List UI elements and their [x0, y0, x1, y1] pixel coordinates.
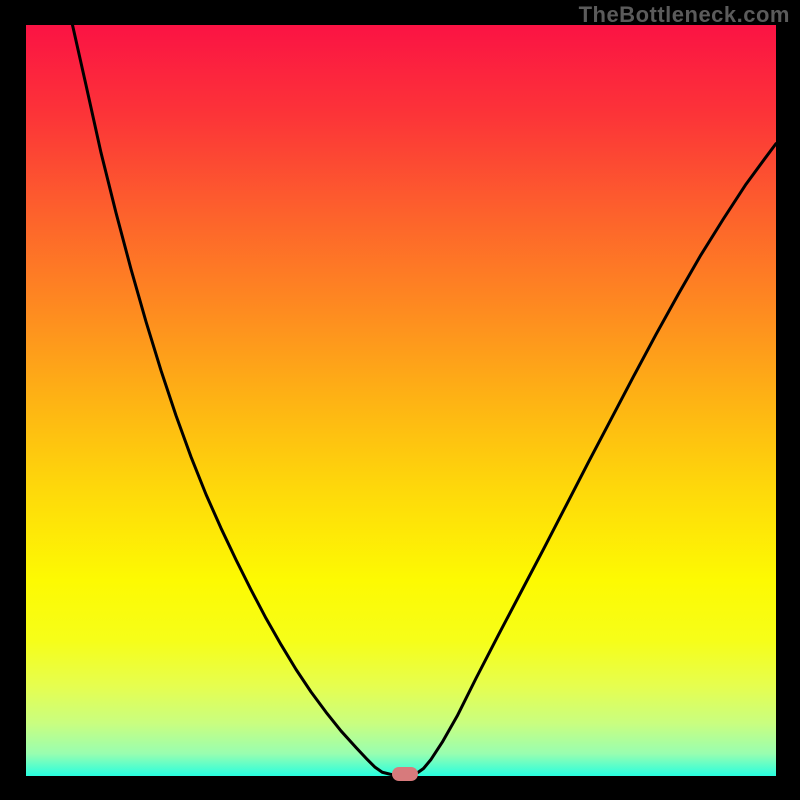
bottleneck-curve [73, 25, 777, 775]
plot-area [26, 25, 776, 776]
optimal-marker [392, 767, 418, 781]
curve-svg [26, 25, 776, 776]
watermark-text: TheBottleneck.com [579, 2, 790, 28]
